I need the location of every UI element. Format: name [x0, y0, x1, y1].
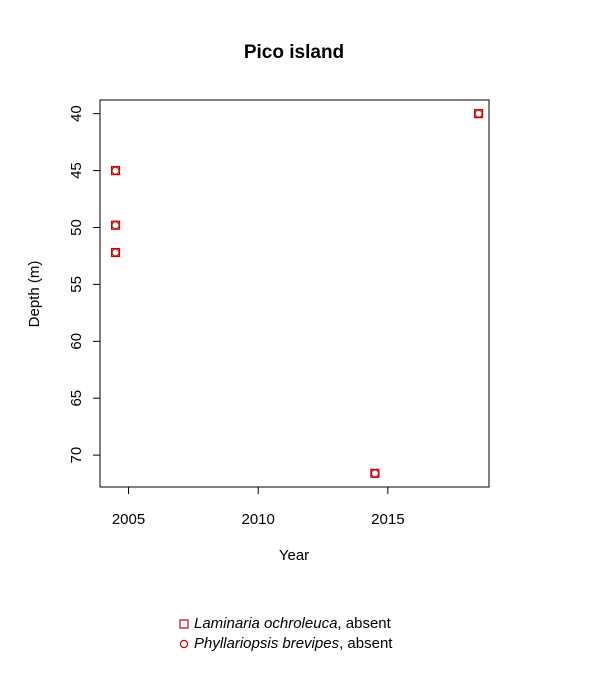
legend-item-phyllariopsis: Phyllariopsis brevipes, absent [174, 634, 392, 654]
y-tick-label: 70 [68, 447, 85, 464]
data-point-circle [370, 469, 380, 478]
legend-species-name: Phyllariopsis brevipes [194, 635, 340, 652]
y-tick-label: 65 [68, 390, 85, 407]
x-axis: 2005 2010 2015 [112, 486, 405, 528]
data-points [110, 109, 484, 478]
y-tick-label: 50 [68, 219, 85, 236]
x-tick-label: 2015 [371, 511, 404, 528]
y-tick-label: 55 [68, 276, 85, 293]
data-point-circle [111, 248, 120, 257]
legend-item-laminaria: Laminaria ochroleuca, absent [174, 614, 392, 634]
data-point-circle [474, 109, 483, 118]
chart-title: Pico island [244, 42, 344, 63]
circle-marker-icon [179, 639, 189, 649]
x-axis-label: Year [279, 547, 309, 564]
y-axis-label: Depth (m) [26, 261, 43, 328]
y-axis: 40 45 50 55 60 65 70 [68, 105, 101, 464]
y-tick-label: 45 [68, 162, 85, 179]
legend-species-name: Laminaria ochroleuca [194, 615, 338, 632]
square-marker-icon [179, 619, 189, 629]
x-tick-label: 2010 [242, 511, 275, 528]
legend-status: , absent [337, 615, 391, 632]
y-tick-label: 40 [68, 105, 85, 122]
legend: Laminaria ochroleuca, absent Phyllariops… [174, 614, 392, 654]
plot-frame [99, 99, 490, 488]
data-point-circle [111, 166, 120, 175]
data-point-circle [111, 221, 120, 230]
y-tick-label: 60 [68, 333, 85, 350]
x-tick-label: 2005 [112, 511, 145, 528]
legend-status: , absent [339, 635, 393, 652]
